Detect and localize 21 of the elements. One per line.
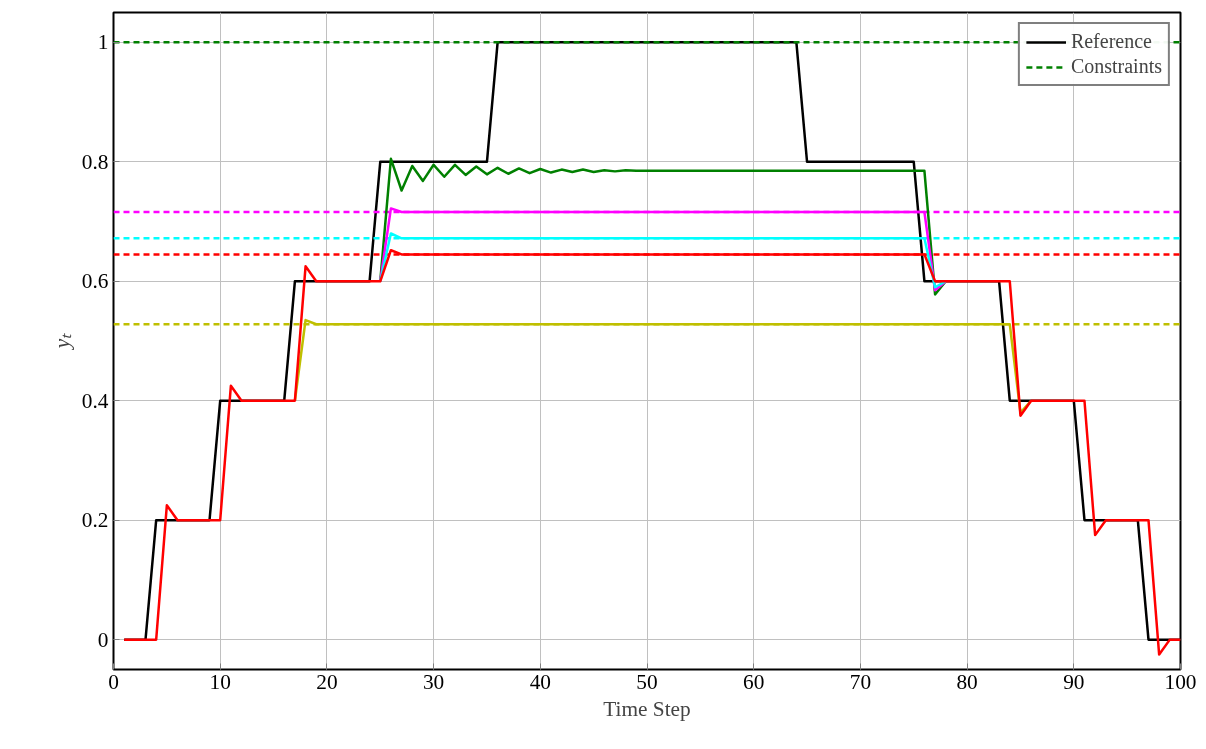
x-tick-label: 40: [529, 669, 551, 694]
y-tick-label: 0.4: [81, 388, 109, 413]
x-tick-label: 10: [209, 669, 231, 694]
x-tick-label: 100: [1164, 669, 1197, 694]
line-series: [379, 157, 948, 296]
x-tick-label: 30: [422, 669, 445, 694]
legend-label: Constraints: [1070, 55, 1162, 78]
y-tick-label: 0.2: [81, 508, 109, 533]
x-tick-label: 90: [1063, 669, 1085, 694]
y-tick-label: 0.8: [81, 149, 109, 174]
x-tick-label: 80: [956, 669, 978, 694]
legend-label: Reference: [1070, 30, 1152, 53]
x-tick-label: 20: [316, 669, 338, 694]
x-tick-label: 70: [849, 669, 872, 694]
x-tick-label: 60: [743, 669, 765, 694]
y-tick-label: 1: [97, 30, 109, 55]
x-axis-title: Time Step: [603, 696, 691, 721]
y-tick-label: 0: [97, 627, 109, 652]
y-axis-title: yₜ: [49, 332, 74, 351]
y-tick-label: 0.6: [81, 269, 109, 294]
x-tick-label: 50: [636, 669, 658, 694]
